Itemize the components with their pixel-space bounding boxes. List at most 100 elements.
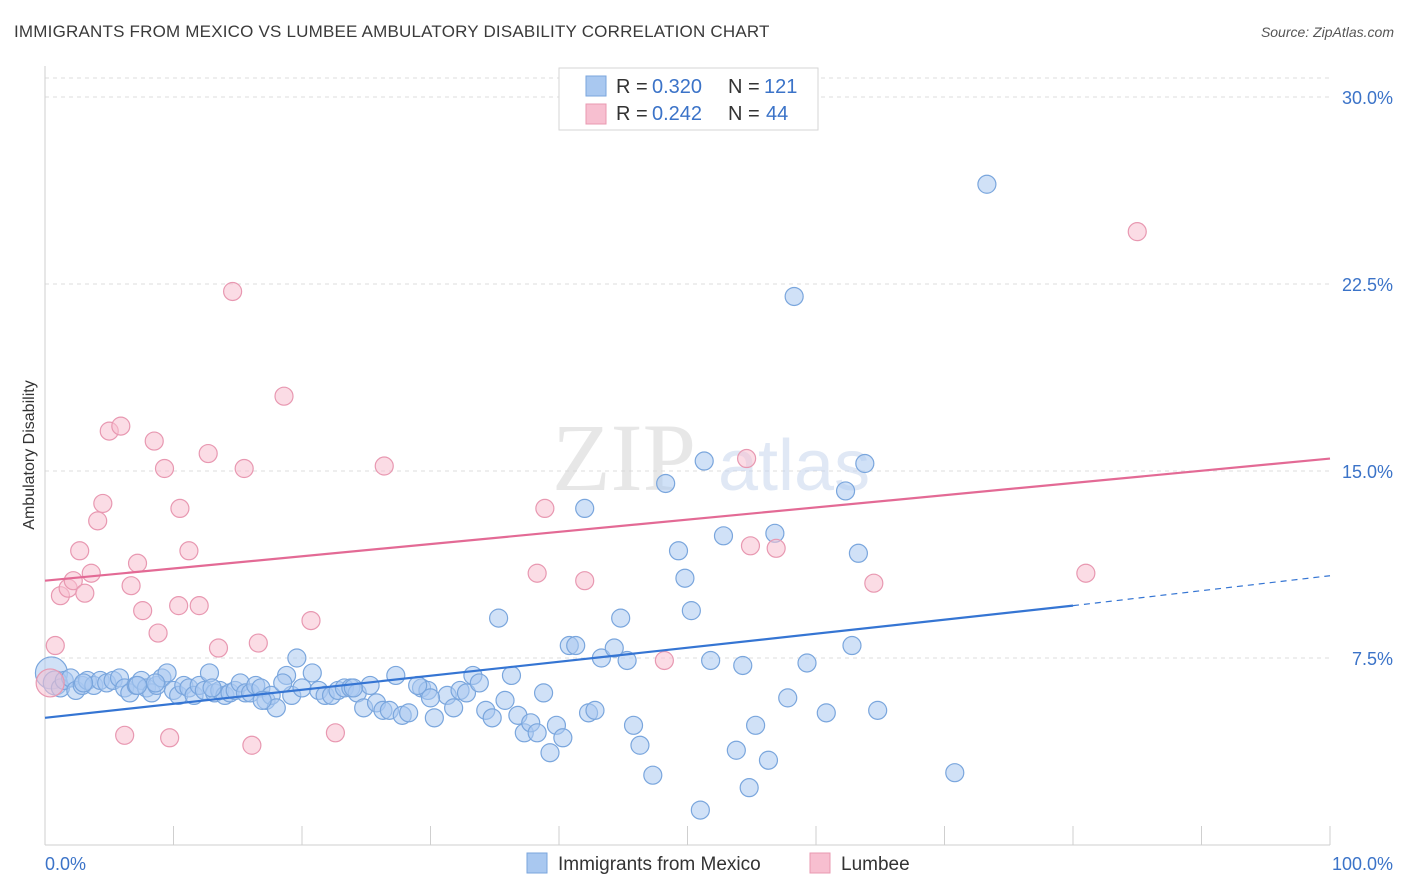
series-immigrants-from-mexico [34,174,997,820]
point-immigrants-from-mexico [533,683,554,703]
point-lumbee [242,735,262,755]
legend-bottom-label-pink: Lumbee [841,854,910,875]
x-tick-labels: 0.0% 100.0% [45,854,1393,874]
point-immigrants-from-mexico [73,673,94,693]
point-immigrants-from-mexico [675,568,695,588]
point-lumbee [169,596,189,616]
point-lumbee [144,431,164,451]
legend-bottom-swatch-blue [526,852,548,874]
point-immigrants-from-mexico [656,473,676,494]
point-immigrants-from-mexico [733,655,753,676]
legend-r-value: 0.242 [652,103,702,125]
legend-r-label: R = [616,103,648,125]
point-lumbee [148,623,168,643]
point-lumbee [1076,563,1096,583]
point-immigrants-from-mexico [690,800,710,820]
point-immigrants-from-mexico [797,653,817,673]
point-lumbee [740,536,761,556]
source-credit: Source: ZipAtlas.com [1260,24,1394,40]
point-lumbee [45,635,65,656]
series-lumbee [35,222,1147,755]
legend-bottom: Immigrants from Mexico Lumbee [526,852,910,875]
y-tick-label: 22.5% [1342,275,1393,295]
point-immigrants-from-mexico [386,665,406,686]
point-lumbee [63,571,83,591]
legend-r-label: R = [616,76,648,98]
point-lumbee [737,448,757,469]
point-immigrants-from-mexico [701,650,721,671]
y-tick-label: 7.5% [1352,649,1393,669]
point-lumbee [198,443,218,464]
watermark-zip: ZIP [552,404,696,511]
point-immigrants-from-mexico [726,740,746,760]
point-immigrants-from-mexico [399,703,419,723]
point-lumbee [70,541,90,561]
point-immigrants-from-mexico [566,635,586,656]
point-immigrants-from-mexico [784,286,804,307]
legend-n-value: 121 [764,76,797,98]
trend-line-lumbee [44,457,1331,582]
point-lumbee [179,541,199,561]
point-lumbee [208,638,229,658]
legend-bottom-swatch-pink [809,852,831,874]
point-lumbee [189,596,209,616]
point-immigrants-from-mexico [746,715,766,735]
chart-title: IMMIGRANTS FROM MEXICO VS LUMBEE AMBULAT… [14,22,770,41]
point-immigrants-from-mexico [778,688,798,708]
point-immigrants-from-mexico [848,543,869,563]
point-immigrants-from-mexico [575,498,595,518]
point-lumbee [115,725,135,745]
point-immigrants-from-mexico [945,763,965,783]
legend-top-row-blue: R = 0.320 N = 121 [585,75,797,98]
point-immigrants-from-mexico [252,690,272,710]
x-tick-label: 0.0% [45,854,86,874]
point-immigrants-from-mexico [604,638,624,658]
point-immigrants-from-mexico [343,678,363,698]
legend-top-row-pink: R = 0.242 N = 44 [585,103,788,125]
point-lumbee [864,573,884,593]
point-immigrants-from-mexico [977,174,997,194]
point-immigrants-from-mexico [668,541,689,561]
legend-n-label: N = [728,76,760,98]
point-immigrants-from-mexico [501,665,522,686]
point-immigrants-from-mexico [713,526,734,546]
point-immigrants-from-mexico [855,453,875,474]
point-immigrants-from-mexico [424,708,444,728]
point-immigrants-from-mexico [202,678,222,698]
point-lumbee [35,668,65,698]
point-immigrants-from-mexico [145,673,166,693]
y-axis-label: Ambulatory Disability [21,380,38,529]
point-immigrants-from-mexico [456,683,477,703]
point-immigrants-from-mexico [360,675,380,696]
point-immigrants-from-mexico [420,688,441,708]
point-immigrants-from-mexico [287,648,307,668]
y-tick-label: 15.0% [1342,462,1393,482]
point-lumbee [325,723,346,743]
legend-n-label: N = [728,103,760,125]
point-lumbee [223,281,243,302]
point-immigrants-from-mexico [868,700,888,720]
point-immigrants-from-mexico [758,750,779,770]
legend-swatch-pink [585,103,607,125]
point-immigrants-from-mexico [835,481,856,501]
point-lumbee [121,576,141,596]
legend-n-value: 44 [766,103,788,125]
point-immigrants-from-mexico [681,601,701,621]
point-immigrants-from-mexico [489,608,509,628]
point-immigrants-from-mexico [694,451,714,471]
point-immigrants-from-mexico [527,723,547,743]
point-immigrants-from-mexico [585,700,605,720]
point-immigrants-from-mexico [617,650,637,671]
point-lumbee [170,498,190,518]
point-lumbee [535,498,555,518]
point-lumbee [88,511,108,531]
point-immigrants-from-mexico [611,608,631,628]
legend-top: R = 0.320 N = 121 R = 0.242 N = 44 [558,67,819,131]
point-immigrants-from-mexico [816,703,836,723]
point-lumbee [93,493,113,514]
point-lumbee [274,386,294,406]
point-lumbee [575,571,595,591]
y-tick-label: 30.0% [1342,88,1393,108]
legend-r-value: 0.320 [652,76,702,98]
